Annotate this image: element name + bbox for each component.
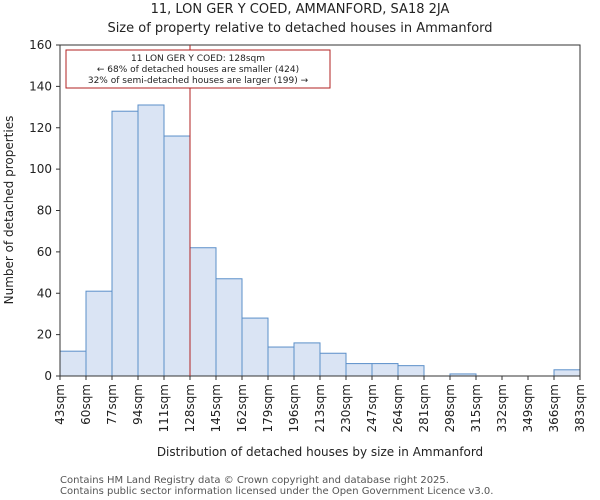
bar-230sqm bbox=[345, 363, 373, 377]
x-tick-label: 230sqm bbox=[339, 384, 353, 432]
y-tick-label: 120 bbox=[29, 121, 52, 135]
x-tick-label: 332sqm bbox=[495, 384, 509, 432]
annotation-line-2: ← 68% of detached houses are smaller (42… bbox=[97, 65, 299, 75]
y-axis-label: Number of detached properties bbox=[2, 116, 16, 305]
x-tick-label: 162sqm bbox=[235, 384, 249, 432]
bar-43sqm bbox=[59, 350, 87, 377]
bar-128sqm bbox=[189, 247, 217, 377]
y-tick-label: 80 bbox=[37, 204, 52, 218]
y-tick-label: 40 bbox=[37, 286, 52, 300]
bar-77sqm bbox=[111, 110, 139, 377]
y-tick-label: 160 bbox=[29, 38, 52, 52]
bar-179sqm bbox=[267, 346, 295, 377]
x-tick-label: 383sqm bbox=[573, 384, 587, 432]
x-tick-label: 247sqm bbox=[365, 384, 379, 432]
bar-196sqm bbox=[293, 342, 321, 377]
x-tick-label: 366sqm bbox=[547, 384, 561, 432]
y-tick-label: 0 bbox=[44, 369, 52, 383]
bar-366sqm bbox=[553, 369, 581, 377]
annotation-line-1: 11 LON GER Y COED: 128sqm bbox=[131, 54, 265, 64]
bars-group bbox=[59, 104, 581, 377]
x-tick-label: 349sqm bbox=[521, 384, 535, 432]
y-tick-label: 20 bbox=[37, 328, 52, 342]
x-ticks: 43sqm 60sqm 77sqm 94sqm 111sqm 128sqm 145sqm 16… bbox=[53, 376, 587, 432]
x-tick-label: 111sqm bbox=[157, 384, 171, 432]
bar-247sqm bbox=[371, 363, 399, 377]
x-tick-label: 315sqm bbox=[469, 384, 483, 432]
x-tick-label: 60sqm bbox=[79, 384, 93, 425]
y-tick-label: 60 bbox=[37, 245, 52, 259]
footer-line-2: Contains public sector information licen… bbox=[60, 486, 493, 497]
bar-213sqm bbox=[319, 352, 347, 377]
x-tick-label: 264sqm bbox=[391, 384, 405, 432]
annotation-box: 11 LON GER Y COED: 128sqm ← 68% of detac… bbox=[65, 49, 331, 89]
chart-title: 11, LON GER Y COED, AMMANFORD, SA18 2JA bbox=[151, 2, 450, 17]
x-tick-label: 43sqm bbox=[53, 384, 67, 425]
x-tick-label: 145sqm bbox=[209, 384, 223, 432]
bar-264sqm bbox=[397, 365, 425, 377]
bar-162sqm bbox=[241, 317, 269, 377]
bar-111sqm bbox=[163, 135, 191, 377]
x-tick-label: 179sqm bbox=[261, 384, 275, 432]
annotation-line-3: 32% of semi-detached houses are larger (… bbox=[88, 76, 309, 86]
x-tick-label: 94sqm bbox=[131, 384, 145, 425]
bar-145sqm bbox=[215, 278, 243, 377]
y-ticks: 0 20 40 60 80 100 120 140 160 bbox=[29, 38, 60, 383]
footer-line-1: Contains HM Land Registry data © Crown c… bbox=[60, 475, 449, 486]
y-tick-label: 100 bbox=[29, 162, 52, 176]
x-tick-label: 281sqm bbox=[417, 384, 431, 432]
chart-subtitle: Size of property relative to detached ho… bbox=[107, 21, 492, 36]
x-tick-label: 213sqm bbox=[313, 384, 327, 432]
plot-frame bbox=[59, 44, 581, 377]
x-tick-label: 298sqm bbox=[443, 384, 457, 432]
bar-94sqm bbox=[137, 104, 165, 377]
y-tick-label: 140 bbox=[29, 79, 52, 93]
annotation-frame bbox=[65, 49, 331, 89]
x-tick-label: 77sqm bbox=[105, 384, 119, 425]
bar-60sqm bbox=[85, 290, 113, 377]
x-tick-label: 128sqm bbox=[183, 384, 197, 432]
x-tick-label: 196sqm bbox=[287, 384, 301, 432]
x-axis-label: Distribution of detached houses by size … bbox=[157, 445, 483, 459]
